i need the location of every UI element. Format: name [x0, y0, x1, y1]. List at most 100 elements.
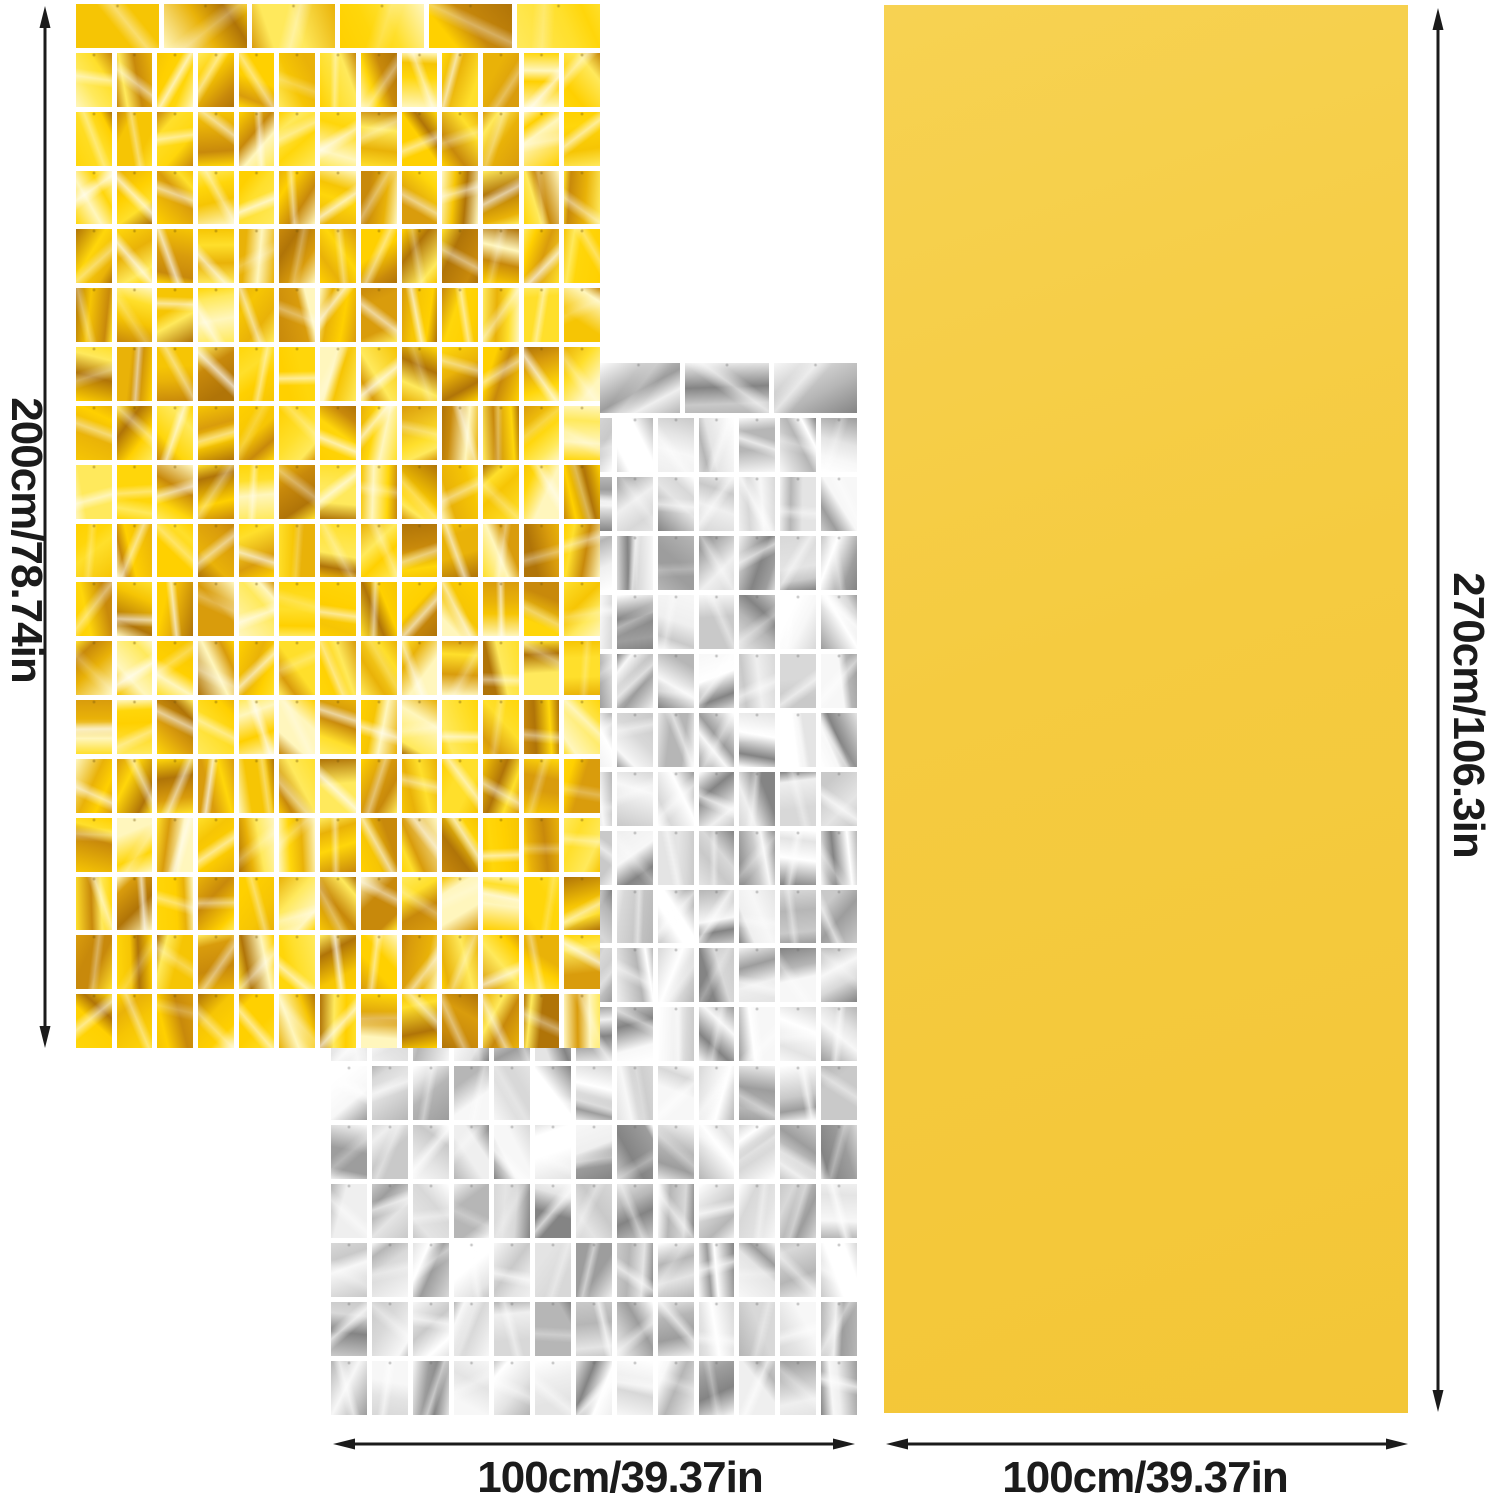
foil-cell: [238, 758, 275, 813]
foil-cell: [442, 935, 478, 990]
foil-cell: [238, 464, 275, 519]
foil-cell: [442, 817, 478, 872]
foil-cell: [198, 582, 234, 637]
foil-cell: [320, 994, 356, 1048]
foil-cell: [360, 582, 397, 637]
foil-cell: [535, 1066, 572, 1121]
foil-cell: [238, 53, 275, 107]
arrowhead-down-icon: [1432, 1390, 1444, 1412]
foil-cell: [616, 712, 653, 767]
foil-cell: [401, 758, 438, 813]
foil-cell: [494, 1243, 531, 1298]
foil-cell: [76, 758, 112, 813]
foil-cell: [279, 876, 316, 931]
foil-cell: [564, 641, 600, 696]
foil-cell: [412, 1184, 449, 1239]
foil-cell: [320, 229, 356, 284]
foil-cell: [482, 817, 519, 872]
foil-cell: [453, 1361, 490, 1415]
foil-cell: [780, 535, 817, 590]
foil-cell: [320, 582, 356, 637]
foil-cell: [494, 1184, 531, 1239]
foil-cell: [739, 1243, 776, 1298]
foil-cell: [320, 53, 356, 107]
foil-cell: [780, 1125, 817, 1180]
foil-cell: [157, 758, 194, 813]
foil-cell: [157, 641, 194, 696]
foil-cell: [360, 464, 397, 519]
foil-cell: [576, 1066, 612, 1121]
foil-cell: [698, 830, 735, 885]
foil-rod-cell: [685, 363, 769, 413]
foil-cell: [564, 523, 600, 578]
foil-cell: [821, 948, 857, 1003]
foil-cell: [482, 229, 519, 284]
foil-cell: [198, 111, 234, 166]
foil-cell: [442, 170, 478, 225]
foil-cell: [320, 405, 356, 460]
foil-cell: [616, 1243, 653, 1298]
foil-cell: [821, 830, 857, 885]
foil-cell: [401, 288, 438, 343]
foil-cell: [157, 405, 194, 460]
foil-cell: [780, 771, 817, 826]
foil-cell: [780, 830, 817, 885]
foil-cell: [331, 1184, 367, 1239]
foil-cell: [698, 1184, 735, 1239]
foil-cell: [116, 288, 153, 343]
foil-cell: [821, 418, 857, 472]
foil-cell: [657, 712, 694, 767]
foil-cell: [157, 288, 194, 343]
foil-cell: [279, 758, 316, 813]
foil-cell: [320, 641, 356, 696]
foil-cell: [523, 523, 560, 578]
foil-cell: [279, 229, 316, 284]
foil-cell: [657, 1007, 694, 1062]
foil-cell: [442, 523, 478, 578]
foil-cell: [279, 464, 316, 519]
foil-cell: [331, 1302, 367, 1357]
foil-cell: [238, 700, 275, 754]
foil-cell: [401, 641, 438, 696]
foil-cell: [657, 1243, 694, 1298]
foil-cell: [198, 170, 234, 225]
arrowhead-right-icon: [1386, 1438, 1408, 1450]
foil-rod-cell: [428, 4, 512, 48]
foil-cell: [279, 817, 316, 872]
arrowhead-left-icon: [333, 1438, 355, 1450]
foil-cell: [238, 229, 275, 284]
foil-cell: [821, 1361, 857, 1415]
foil-cell: [698, 1302, 735, 1357]
foil-cell: [279, 288, 316, 343]
foil-cell: [657, 476, 694, 531]
foil-cell: [238, 288, 275, 343]
foil-cell: [780, 948, 817, 1003]
foil-cell: [616, 418, 653, 472]
foil-cell: [412, 1125, 449, 1180]
foil-cell: [657, 535, 694, 590]
foil-cell: [698, 1361, 735, 1415]
foil-cell: [739, 1302, 776, 1357]
foil-cell: [76, 935, 112, 990]
foil-cell: [116, 700, 153, 754]
foil-cell: [821, 535, 857, 590]
foil-cell: [401, 405, 438, 460]
foil-cell: [523, 53, 560, 107]
foil-cell: [564, 464, 600, 519]
foil-cell: [698, 418, 735, 472]
foil-cell: [360, 935, 397, 990]
foil-cell: [360, 817, 397, 872]
foil-cell: [739, 418, 776, 472]
foil-cell: [698, 1007, 735, 1062]
foil-cell: [198, 994, 234, 1048]
foil-cell: [780, 418, 817, 472]
foil-cell: [780, 476, 817, 531]
foil-cell: [279, 700, 316, 754]
foil-cell: [821, 771, 857, 826]
foil-cell: [698, 535, 735, 590]
arrowhead-up-icon: [1432, 8, 1444, 30]
foil-cell: [331, 1066, 367, 1121]
foil-cell: [76, 700, 112, 754]
foil-cell: [442, 700, 478, 754]
foil-cell: [279, 170, 316, 225]
